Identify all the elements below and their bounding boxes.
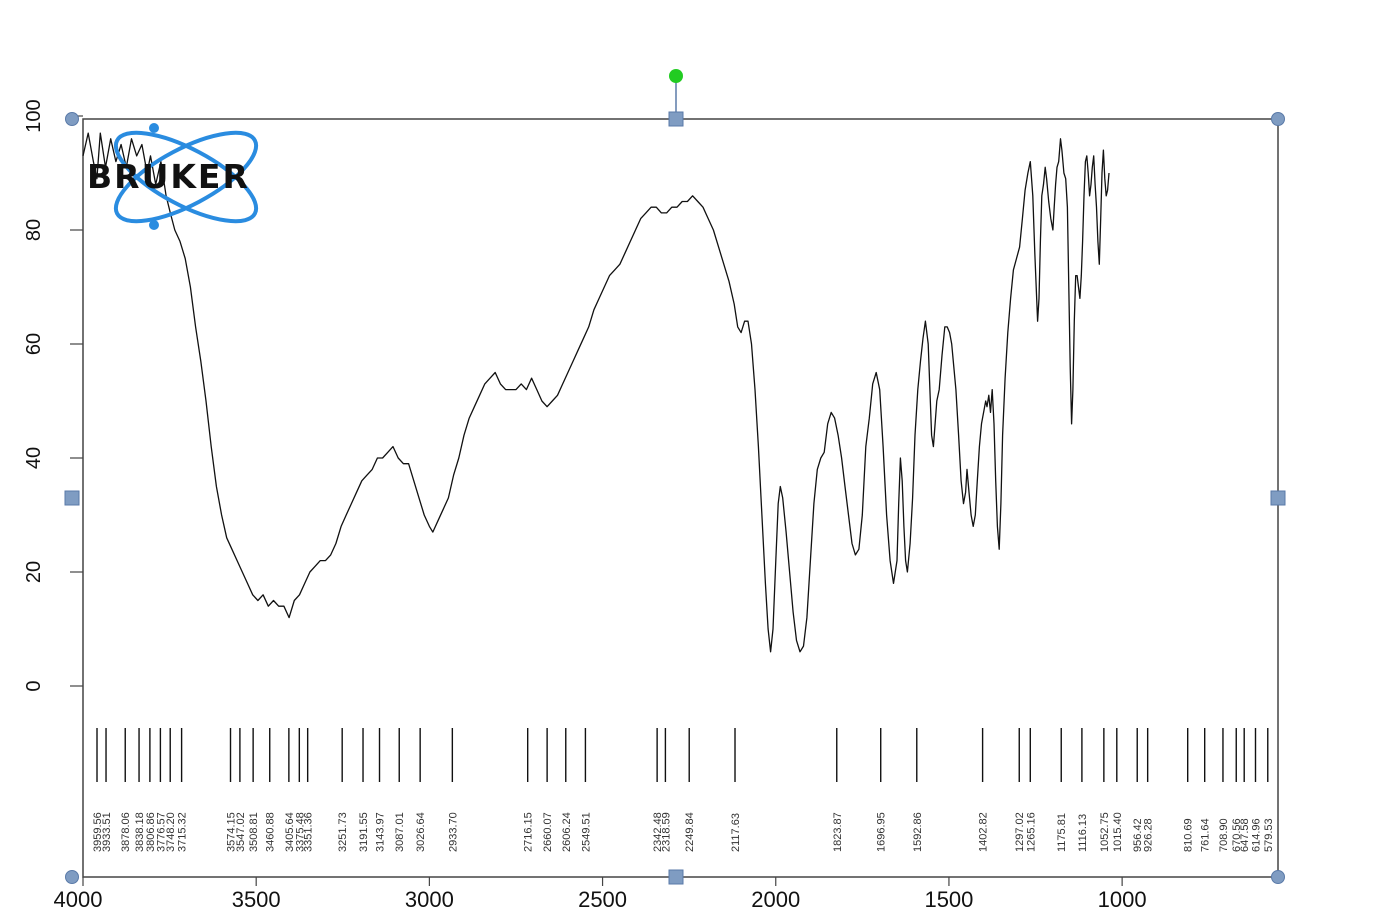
rotate-handle[interactable] [669,69,683,83]
peak-label: 3508.81 [248,812,260,852]
logo-electron-dot [149,123,159,133]
peak-label: 3460.88 [265,812,277,852]
x-tick-label: 3000 [405,887,454,912]
peak-label: 1116.13 [1077,814,1089,852]
peak-label: 647.58 [1239,818,1251,852]
peak-label: 2716.15 [523,812,535,852]
spectrum-line [82,132,1110,653]
peak-label: 3547.02 [235,812,247,852]
peak-label: 3026.64 [415,812,427,852]
resize-handle-middle-left[interactable] [64,490,80,506]
x-tick-label: 1500 [924,887,973,912]
peak-label: 3878.06 [120,812,132,852]
peak-label: 1592.86 [912,812,924,852]
y-axis: 0 20 40 60 80 100 [23,99,83,692]
resize-handle-top-right[interactable] [1271,112,1285,126]
peak-label: 3405.64 [284,812,296,852]
peak-label: 1052.75 [1099,812,1111,852]
peak-label: 810.69 [1183,818,1195,852]
peak-label: 2549.51 [580,812,592,852]
resize-handle-top-middle[interactable] [668,111,684,127]
peak-label: 1402.82 [978,812,990,852]
y-tick-label: 100 [23,99,45,132]
peak-label: 3351.36 [303,812,315,852]
x-tick-label: 3500 [232,887,281,912]
logo-orbit-ring [113,130,259,224]
bruker-logo: BRUKER [87,123,259,230]
peak-label: 761.64 [1200,818,1212,852]
x-tick-label: 2000 [751,887,800,912]
peak-label: 1696.95 [876,812,888,852]
selection-handles[interactable] [64,69,1286,885]
resize-handle-bottom-left[interactable] [65,870,79,884]
peak-label: 3838.18 [134,812,146,852]
logo-orbit-ring [113,130,259,224]
peak-label: 3191.55 [358,812,370,852]
resize-handle-bottom-middle[interactable] [668,869,684,885]
peak-label: 2342.48 [652,812,664,852]
peak-label: 956.42 [1132,818,1144,852]
peak-label: 3748.20 [165,812,177,852]
peak-label: 3574.15 [226,812,238,852]
peak-label: 3375.48 [294,812,306,852]
resize-handle-middle-right[interactable] [1270,490,1286,506]
y-tick-label: 80 [23,219,45,241]
peak-label: 2249.84 [684,812,696,852]
peak-label: 2933.70 [447,812,459,852]
resize-handle-top-left[interactable] [65,112,79,126]
peak-label: 708.90 [1218,818,1230,852]
peak-label: 1823.87 [832,812,844,852]
y-tick-label: 60 [23,333,45,355]
logo-electron-dot [149,220,159,230]
peak-label: 3806.86 [145,812,157,852]
x-axis: 4000 3500 3000 2500 2000 1500 1000 [54,877,1147,912]
peak-label: 1015.40 [1112,812,1124,852]
peak-label: 2660.07 [542,812,554,852]
peak-label: 2117.63 [730,813,742,852]
peak-label: 3251.73 [337,812,349,852]
logo-text: BRUKER [87,157,250,196]
peak-label: 1175.81 [1056,813,1068,852]
peak-label: 3143.97 [375,812,387,852]
peak-label: 670.56 [1231,818,1243,852]
x-tick-label: 1000 [1098,887,1147,912]
peak-label: 579.53 [1263,818,1275,852]
peak-label: 3959.56 [92,812,104,852]
peak-label: 1297.02 [1014,812,1026,852]
peak-label: 1265.16 [1025,812,1037,852]
peak-label: 3776.57 [155,812,167,852]
y-tick-label: 0 [23,680,45,691]
peak-label: 3933.51 [101,812,113,852]
y-tick-label: 40 [23,447,45,469]
plot-frame [82,118,1279,878]
peak-label: 2606.24 [561,812,573,852]
peak-label: 614.96 [1250,818,1262,852]
x-tick-label: 2500 [578,887,627,912]
peak-label: 3087.01 [394,812,406,852]
resize-handle-bottom-right[interactable] [1271,870,1285,884]
peak-label: 926.28 [1143,818,1155,852]
peak-label: 3715.32 [177,812,189,852]
peak-label: 2318.59 [660,812,672,852]
x-tick-label: 4000 [54,887,103,912]
y-tick-label: 20 [23,561,45,583]
